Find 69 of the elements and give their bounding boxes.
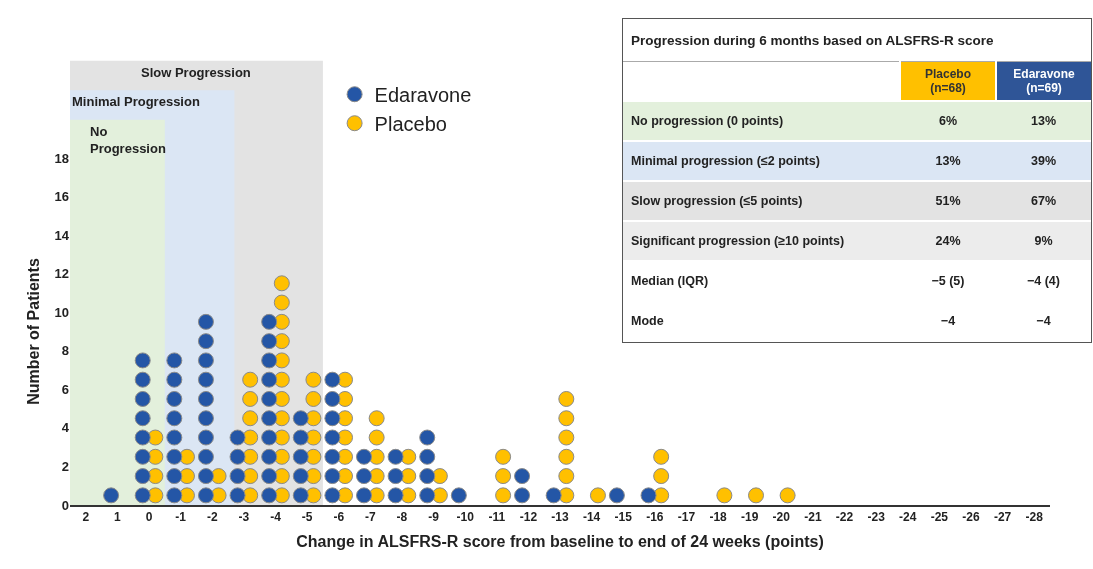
y-tick-label: 18 — [54, 150, 69, 166]
annotation: Slow progression (≤5 points) — [623, 181, 900, 221]
annotation: 13% — [900, 141, 996, 181]
x-tick-label: -6 — [333, 510, 345, 525]
y-tick-label: 14 — [54, 227, 70, 243]
y-tick-label: 16 — [54, 189, 69, 205]
x-tick-label: -7 — [364, 510, 376, 525]
legend-label: Edaravone — [374, 84, 472, 107]
text: 6% — [900, 101, 996, 141]
annotation: Mode — [623, 301, 900, 341]
band-label: Slow Progression — [141, 65, 251, 80]
annotation: 9% — [996, 221, 1091, 261]
legend-label: Placebo — [374, 113, 447, 136]
annotation: −5 (5) — [900, 261, 996, 301]
y-tick-label: 10 — [54, 304, 69, 320]
x-tick-label: -4 — [270, 510, 282, 525]
x-tick-label: -8 — [396, 510, 408, 525]
text: 13% — [996, 101, 1091, 141]
x-tick-label: -3 — [238, 510, 250, 525]
annotation: −4 (4) — [996, 261, 1091, 301]
x-tick-label: 1 — [114, 510, 122, 525]
y-tick-label: 4 — [61, 420, 70, 436]
text: Progression during 6 months based on ALSFRS-R score — [623, 19, 1091, 62]
x-tick-label: -23 — [867, 510, 886, 525]
x-tick-label: -11 — [488, 510, 506, 525]
y-tick-label: 8 — [61, 343, 69, 359]
text: Placebo (n=68) — [900, 61, 996, 101]
x-tick-label: -9 — [428, 510, 440, 525]
x-tick-label: -5 — [301, 510, 313, 525]
x-tick-label: -16 — [646, 510, 664, 525]
annotation: 67% — [996, 181, 1091, 221]
x-tick-label: -10 — [456, 510, 475, 525]
band-label: Minimal Progression — [72, 94, 200, 109]
x-tick-label: -24 — [899, 510, 917, 525]
annotation: 24% — [900, 221, 996, 261]
x-tick-label: -13 — [551, 510, 569, 525]
annotation: 39% — [996, 141, 1091, 181]
x-tick-label: 2 — [82, 510, 90, 525]
annotation: Minimal progression (≤2 points) — [623, 141, 900, 181]
y-tick-label: 2 — [61, 458, 69, 474]
x-tick-label: -14 — [582, 510, 601, 525]
x-tick-label: -26 — [962, 510, 980, 525]
text: No progression (0 points) — [623, 101, 900, 141]
band-label: No Progression — [90, 124, 166, 156]
x-tick-label: 0 — [145, 510, 153, 525]
x-axis-title: Change in ALSFRS-R score from baseline to end of 24 weeks (points) — [296, 532, 824, 550]
y-tick-label: 6 — [61, 381, 69, 397]
x-tick-label: -28 — [1025, 510, 1044, 525]
x-tick-label: -20 — [772, 510, 791, 525]
x-tick-label: -2 — [206, 510, 218, 525]
annotation: −4 — [996, 301, 1091, 341]
x-tick-label: -25 — [930, 510, 949, 525]
annotation: 51% — [900, 181, 996, 221]
y-axis-title: Number of Patients — [25, 258, 43, 405]
x-tick-label: -21 — [804, 510, 822, 525]
x-tick-label: -17 — [677, 510, 696, 525]
annotation: Significant progression (≥10 points) — [623, 221, 900, 261]
x-tick-label: -15 — [614, 510, 633, 525]
x-tick-label: -22 — [835, 510, 854, 525]
y-tick-label: 12 — [54, 266, 69, 282]
x-tick-label: -27 — [993, 510, 1012, 525]
x-tick-label: -19 — [741, 510, 759, 525]
x-tick-label: -18 — [709, 510, 728, 525]
x-tick-label: -1 — [175, 510, 187, 525]
x-tick-label: -12 — [519, 510, 538, 525]
annotation: −4 — [900, 301, 996, 341]
annotation: Median (IQR) — [623, 261, 900, 301]
text: Edaravone (n=69) — [996, 61, 1091, 101]
y-tick-label: 0 — [61, 497, 69, 513]
